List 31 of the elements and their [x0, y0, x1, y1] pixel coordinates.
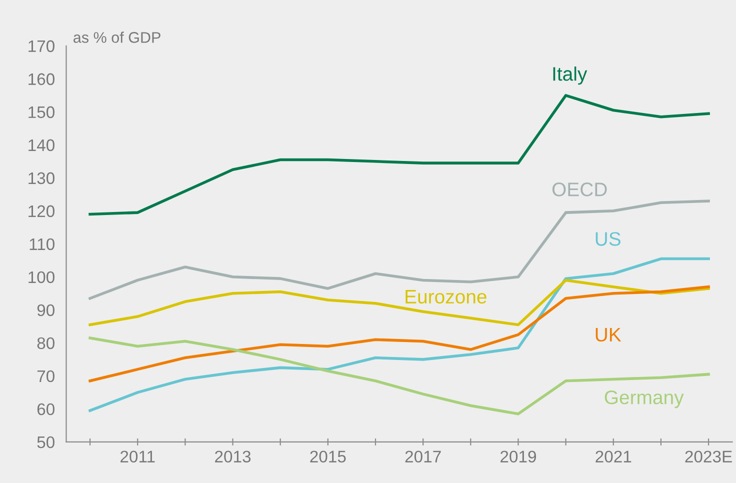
y-tick-label: 120	[28, 205, 54, 218]
series-label: OECD	[552, 182, 607, 196]
y-tick-label: 70	[37, 370, 54, 382]
y-tick-label: 160	[28, 73, 54, 86]
y-tick-label: 170	[28, 40, 54, 52]
line-series	[88, 257, 710, 412]
x-tick-label: 2013	[215, 450, 251, 463]
y-tick-label: 110	[30, 238, 54, 250]
y-tick-label: 130	[28, 172, 54, 184]
y-tick-label: 90	[37, 304, 54, 316]
y-tick-label: 150	[28, 106, 54, 118]
line-series	[88, 278, 710, 326]
line-series	[88, 285, 710, 382]
x-tick-label: 2019	[500, 450, 536, 463]
y-tick-label: 80	[37, 337, 54, 350]
x-tick-label: 2015	[310, 450, 346, 463]
series-label: Italy	[553, 66, 588, 85]
series-label: UK	[596, 328, 622, 342]
y-axis-title: as % of GDP	[74, 32, 160, 43]
line-series	[88, 94, 710, 216]
y-tick-label: 50	[37, 436, 54, 448]
series-label: US	[596, 232, 620, 246]
y-tick-label: 140	[28, 139, 54, 152]
x-tick-label: 2021	[596, 450, 632, 463]
x-tick-label: 2023E	[685, 450, 732, 463]
x-tick-label: 2017	[405, 450, 441, 463]
y-tick-label: 100	[28, 271, 54, 284]
series-label: Eurozone	[406, 290, 486, 304]
series-label: Germany	[604, 390, 684, 408]
y-tick-label: 60	[37, 403, 54, 416]
x-tick-label: 2011	[120, 450, 155, 463]
